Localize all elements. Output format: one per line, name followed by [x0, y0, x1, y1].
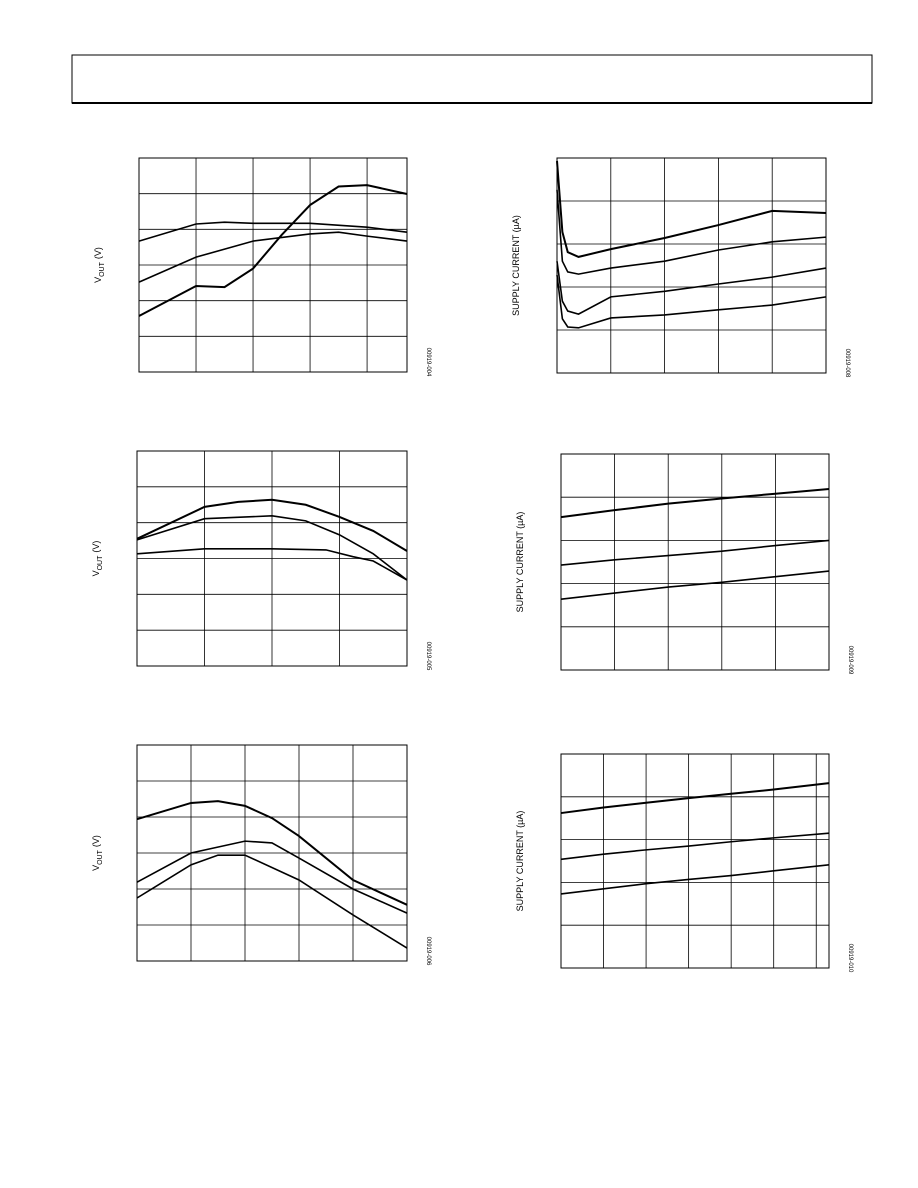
plot-frame [138, 157, 408, 373]
label-main: SUPPLY CURRENT (µA) [511, 215, 521, 316]
y-axis-label: VOUT (V) [93, 247, 106, 283]
data-line [136, 840, 408, 914]
figure-code: 00919-008 [844, 349, 850, 378]
data-line [560, 539, 830, 566]
data-line [556, 189, 827, 275]
figure-code: 00919-009 [847, 646, 853, 675]
y-axis-label: VOUT (V) [91, 541, 104, 577]
figure-code: 00919-010 [847, 944, 853, 973]
label-main: V [91, 865, 101, 871]
data-line [136, 800, 408, 906]
data-line [556, 160, 827, 258]
label-unit: (V) [91, 541, 101, 553]
data-line [560, 782, 830, 815]
data-line [556, 274, 827, 329]
data-line [138, 221, 408, 242]
label-sub: OUT [97, 849, 104, 865]
header-box [71, 54, 873, 104]
data-line [560, 570, 830, 600]
label-main: SUPPLY CURRENT (µA) [515, 811, 525, 912]
label-unit: (V) [91, 835, 101, 847]
figure-code: 00919-004 [425, 348, 431, 377]
data-line [560, 832, 830, 861]
data-line [136, 854, 408, 949]
label-sub: OUT [97, 555, 104, 571]
label-sub: OUT [99, 261, 106, 277]
plot-frame [560, 753, 830, 969]
figure-code: 00919-005 [425, 642, 431, 671]
data-line [138, 231, 408, 283]
data-line [136, 548, 408, 581]
label-unit: (V) [93, 247, 103, 259]
data-line [560, 487, 830, 519]
label-main: SUPPLY CURRENT (µA) [515, 512, 525, 613]
data-line [136, 515, 408, 581]
figure-code: 00919-006 [425, 937, 431, 966]
y-axis-label: SUPPLY CURRENT (µA) [511, 215, 521, 316]
plot-frame [556, 157, 827, 374]
label-main: V [91, 570, 101, 576]
label-main: V [93, 277, 103, 283]
plot-frame [136, 744, 408, 962]
data-line [136, 498, 408, 552]
y-axis-label: VOUT (V) [91, 835, 104, 871]
data-line [138, 184, 408, 317]
data-line [560, 864, 830, 895]
data-line [556, 261, 827, 315]
plot-frame [136, 450, 408, 667]
y-axis-label: SUPPLY CURRENT (µA) [515, 512, 525, 613]
y-axis-label: SUPPLY CURRENT (µA) [515, 811, 525, 912]
plot-frame [560, 453, 830, 671]
